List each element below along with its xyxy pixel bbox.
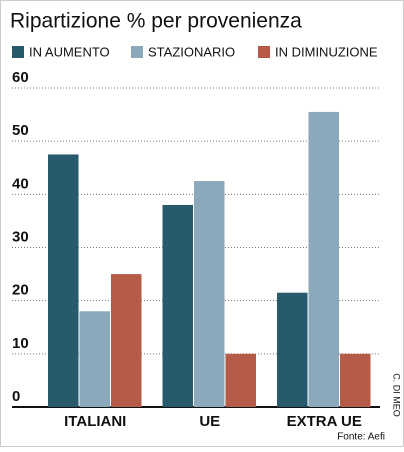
- source: Fonte: Aefi: [337, 432, 385, 443]
- x-tick-label: ITALIANI: [64, 413, 126, 430]
- y-tick-label: 50: [12, 122, 29, 139]
- bar: [162, 204, 193, 407]
- y-tick-label: 0: [12, 388, 20, 405]
- x-tick-label: EXTRA UE: [287, 413, 362, 430]
- bar: [225, 353, 256, 407]
- bar: [277, 292, 308, 407]
- bar: [194, 181, 225, 407]
- y-tick-label: 10: [12, 335, 29, 352]
- bar: [111, 274, 142, 407]
- credit: C. DI MEO: [392, 373, 402, 417]
- chart-title: Ripartizione % per provenienza: [10, 10, 302, 33]
- legend-label: IN AUMENTO: [29, 44, 110, 59]
- x-tick-label: UE: [199, 413, 220, 430]
- bar: [308, 111, 339, 408]
- legend-label: STAZIONARIO: [148, 44, 235, 59]
- bar: [340, 353, 371, 407]
- y-tick-label: 30: [12, 228, 29, 245]
- y-tick-label: 20: [12, 282, 29, 299]
- bar: [48, 154, 79, 407]
- legend-swatch: [12, 46, 24, 58]
- legend-label: IN DIMINUZIONE: [275, 44, 378, 59]
- y-tick-label: 40: [12, 175, 29, 192]
- legend-swatch: [131, 46, 143, 58]
- bar: [79, 311, 110, 407]
- y-tick-label: 60: [12, 69, 29, 86]
- legend-swatch: [258, 46, 270, 58]
